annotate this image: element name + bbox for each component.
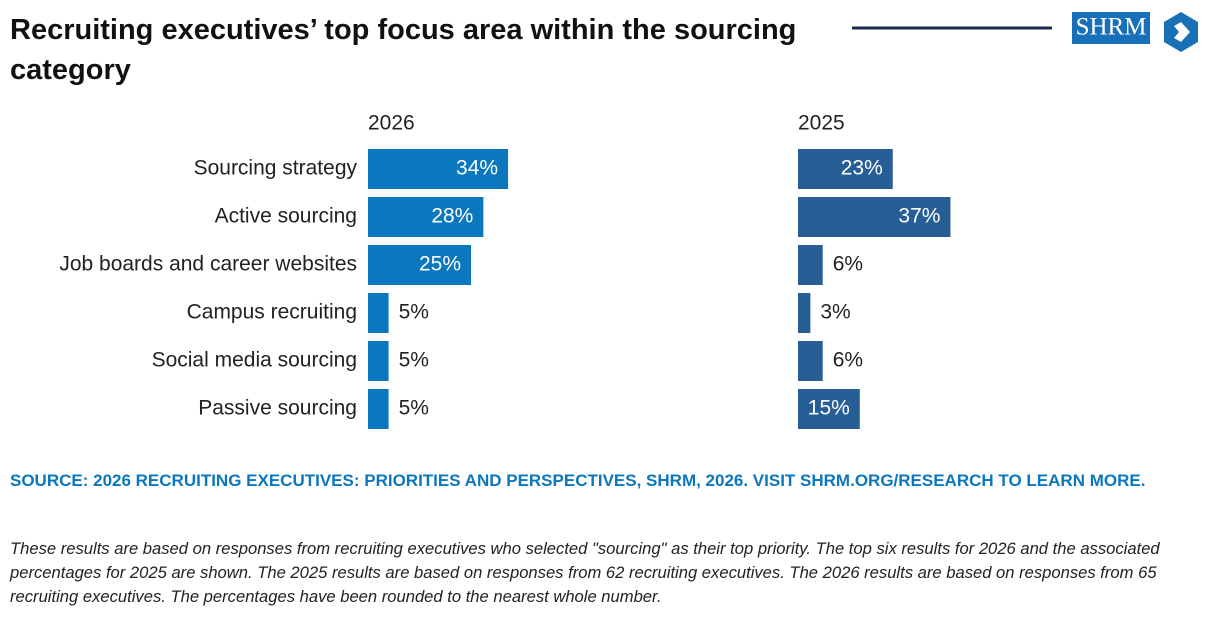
bar [798,245,823,285]
bar [368,293,389,333]
value-label: 15% [808,397,850,420]
value-label: 6% [833,253,863,276]
value-label: 25% [419,253,461,276]
value-label: 5% [399,349,429,372]
logo-icon-inner [1174,22,1190,42]
category-label: Passive sourcing [198,397,357,420]
value-label: 28% [431,205,473,228]
chart: SHRM Sourcing strategy Active sourcing Job… [59,12,1198,429]
logo-text: SHRM [1076,14,1147,41]
value-label: 3% [820,301,850,324]
value-label: 23% [841,157,883,180]
value-label: 34% [456,157,498,180]
logo-box [1072,12,1150,44]
bar [368,149,509,189]
value-label: 5% [399,397,429,420]
bar [368,389,389,429]
value-label: 5% [399,301,429,324]
bar [368,245,471,285]
value-label: 37% [898,205,940,228]
category-label: Job boards and career websites [59,253,357,276]
panel-title: 2025 [798,112,845,135]
title: Recruiting executives’ top focus area wi… [10,14,797,86]
category-label: Sourcing strategy [194,157,358,180]
value-label: 6% [833,349,863,372]
bar [798,149,893,189]
category-label: Active sourcing [215,205,357,228]
bar [368,341,389,381]
category-label: Social media sourcing [152,349,357,372]
note: These results are based on responses fro… [10,539,1160,606]
bar [368,197,484,237]
category-label: Campus recruiting [187,301,357,324]
source: SOURCE: 2026 RECRUITING EXECUTIVES: PRIO… [10,471,1146,490]
bar [798,389,860,429]
bar [798,197,951,237]
panel-title: 2026 [368,112,415,135]
bar [798,293,811,333]
bar [798,341,823,381]
